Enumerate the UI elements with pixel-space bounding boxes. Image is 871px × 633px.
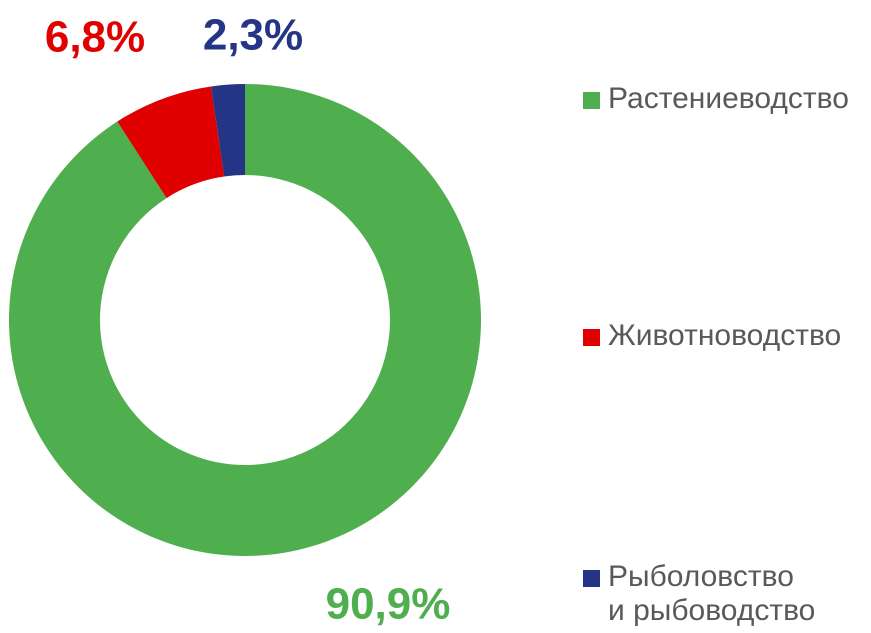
legend-label: Растениеводство [608, 82, 849, 115]
legend-swatch [583, 570, 600, 587]
legend-label: Животноводство [608, 319, 842, 352]
legend-swatch [583, 92, 600, 109]
value-label: 6,8% [45, 13, 145, 62]
donut-slice [211, 84, 245, 177]
legend-swatch [583, 329, 600, 346]
value-label: 2,3% [203, 11, 303, 60]
legend-label: Рыболовство и рыбоводство [608, 560, 816, 627]
donut-slice [117, 86, 225, 199]
donut-slice [9, 84, 481, 556]
value-label: 90,9% [326, 580, 451, 629]
